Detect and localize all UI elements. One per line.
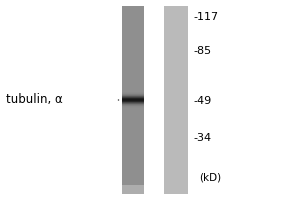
Bar <box>122 93 144 94</box>
Bar <box>122 99 144 100</box>
Text: (kD): (kD) <box>200 172 222 182</box>
Bar <box>164 6 188 194</box>
Bar <box>122 95 144 96</box>
Bar <box>122 96 144 97</box>
Bar <box>122 104 144 105</box>
Bar <box>122 102 144 103</box>
Bar <box>144 6 164 194</box>
Bar <box>122 105 144 106</box>
Bar <box>122 185 144 194</box>
Bar <box>122 94 144 95</box>
Bar <box>122 100 144 101</box>
Bar <box>122 101 144 102</box>
Text: -34: -34 <box>194 133 211 143</box>
Bar <box>122 103 144 104</box>
Bar <box>122 107 144 108</box>
Bar <box>122 92 144 93</box>
Text: -117: -117 <box>194 12 219 22</box>
Text: tubulin, α: tubulin, α <box>6 94 63 106</box>
Bar <box>122 97 144 98</box>
Text: -85: -85 <box>194 46 211 56</box>
Text: -49: -49 <box>194 96 212 106</box>
Bar <box>122 6 144 194</box>
Bar <box>122 98 144 99</box>
Bar <box>122 106 144 107</box>
